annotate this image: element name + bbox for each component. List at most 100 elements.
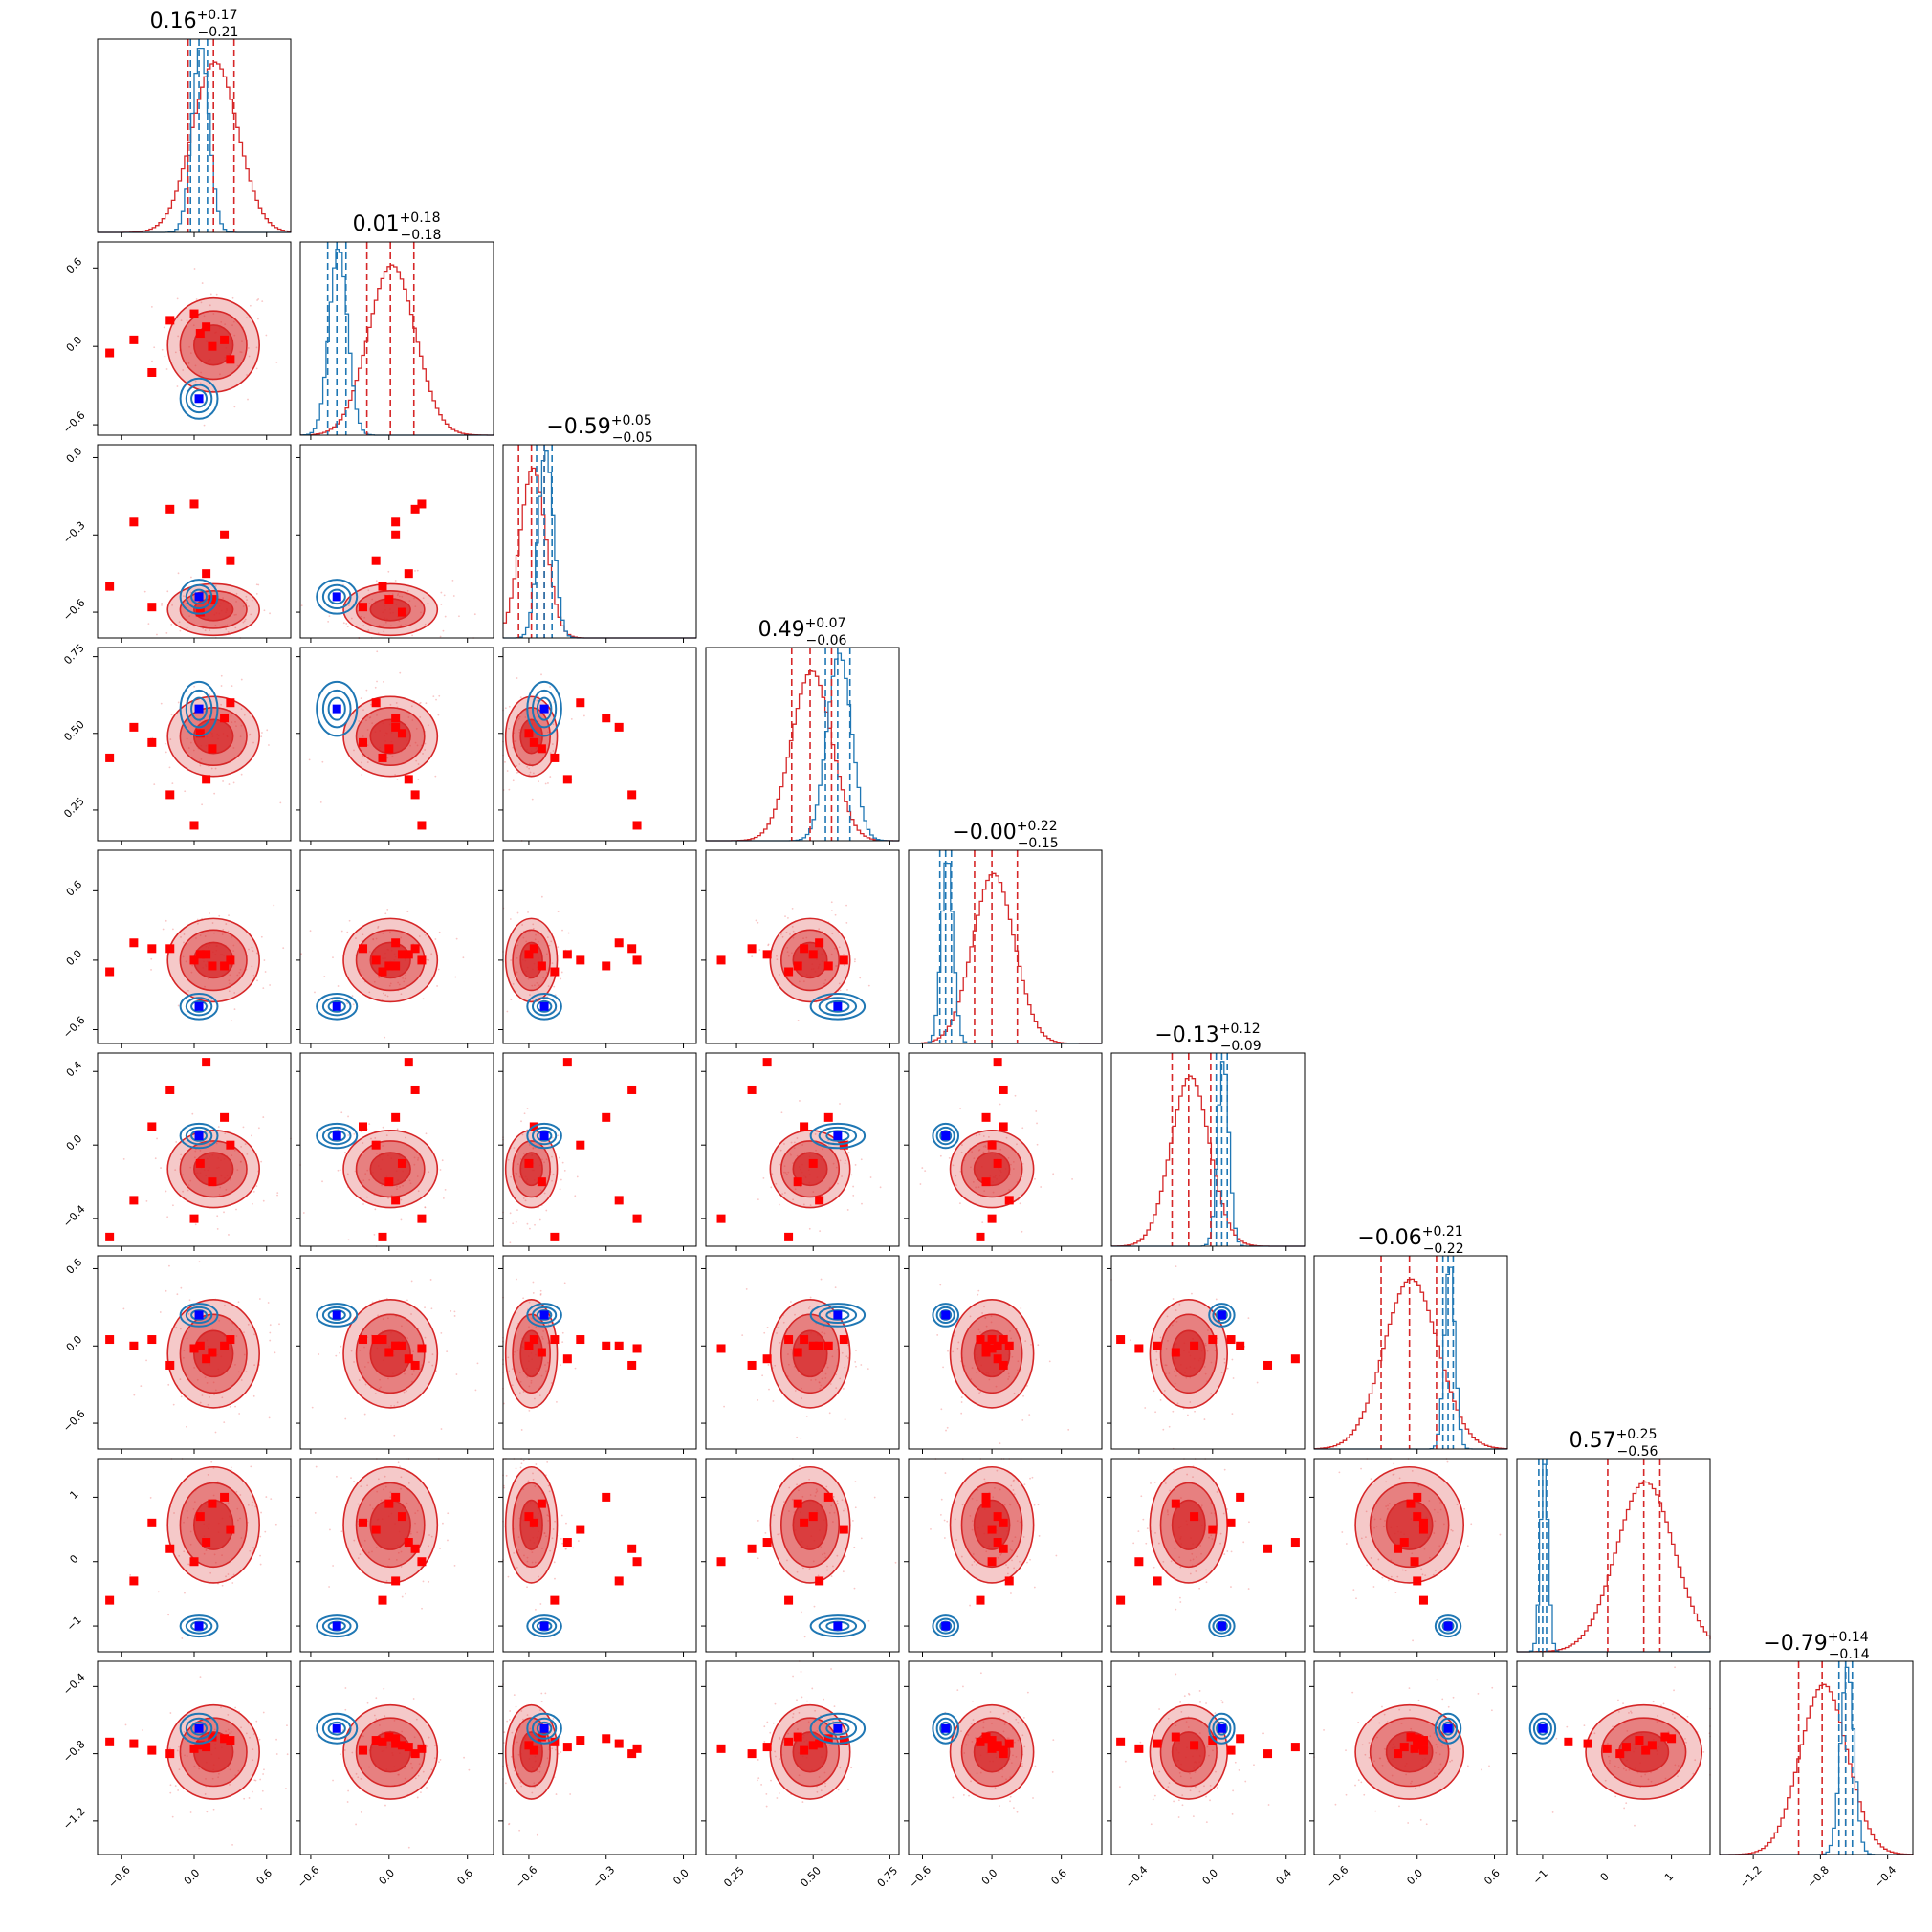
red-sample-point [854, 958, 856, 960]
red-sample-point [347, 1789, 350, 1792]
red-sample-point [468, 1768, 471, 1771]
red-sample-point [174, 351, 177, 354]
red-sample-point [190, 576, 192, 579]
red-marker [359, 603, 368, 612]
red-sample-point [395, 702, 398, 704]
red-sample-point [837, 1789, 840, 1791]
title-minus: −0.09 [1220, 1039, 1262, 1054]
red-sample-point [150, 969, 152, 971]
red-sample-point [257, 1127, 260, 1130]
red-sample-point [161, 604, 163, 606]
red-sample-point [177, 572, 180, 575]
red-sample-point [508, 1823, 510, 1826]
red-sample-point [245, 595, 248, 598]
red-sample-point [981, 1221, 984, 1224]
red-marker [147, 1122, 157, 1131]
red-sample-point [260, 1511, 262, 1514]
red-marker [220, 714, 230, 723]
red-marker [226, 1525, 235, 1534]
red-marker [808, 1512, 818, 1522]
red-sample-point [201, 803, 204, 806]
red-marker [397, 1158, 406, 1168]
red-sample-point [762, 1176, 765, 1179]
red-sample-point [233, 406, 236, 408]
red-sample-point [844, 1555, 846, 1558]
title-minus: −0.22 [1423, 1241, 1464, 1257]
red-marker [800, 944, 809, 954]
red-sample-point [547, 782, 549, 784]
red-marker [987, 1214, 997, 1223]
red-sample-point [360, 615, 362, 618]
red-sample-point [386, 757, 389, 759]
red-marker [404, 1743, 413, 1752]
red-marker [220, 1341, 230, 1350]
red-sample-point [940, 1498, 943, 1501]
red-sample-point [384, 621, 387, 624]
red-sample-point [560, 1537, 562, 1540]
red-marker [105, 348, 115, 358]
red-sample-point [353, 1480, 355, 1482]
red-sample-point [526, 1586, 528, 1589]
y-tick-label: 0.6 [64, 255, 85, 276]
red-sample-point [384, 994, 387, 997]
red-marker [202, 1538, 211, 1548]
red-sample-point [560, 1178, 562, 1181]
red-sample-point [1198, 1690, 1201, 1692]
red-sample-point [199, 1676, 202, 1679]
red-sample-point [234, 720, 236, 723]
red-sample-point [1021, 1230, 1023, 1233]
blue-contour-level-2 [185, 689, 213, 729]
red-marker [359, 737, 368, 747]
blue-reference-marker [1217, 1621, 1226, 1631]
red-sample-point [347, 1239, 350, 1241]
red-sample-point [441, 1159, 444, 1162]
red-sample-point [1583, 1724, 1586, 1727]
red-sample-point [409, 744, 411, 747]
red-sample-point [194, 364, 197, 367]
red-sample-point [1491, 1686, 1494, 1689]
red-sample-point [512, 779, 515, 782]
red-sample-point [801, 1801, 804, 1803]
red-sample-point [278, 1323, 280, 1326]
red-marker [793, 961, 802, 971]
red-marker [1153, 1341, 1162, 1350]
red-sample-point [509, 1710, 512, 1712]
red-sample-point [159, 1311, 162, 1313]
red-sample-point [362, 625, 365, 626]
red-sample-point [404, 977, 406, 980]
red-sample-point [269, 1339, 272, 1342]
red-sample-point [362, 933, 364, 936]
red-sample-point [260, 935, 263, 938]
red-marker [576, 1525, 585, 1534]
red-histogram [1314, 1278, 1508, 1450]
red-marker [987, 1525, 997, 1534]
red-sample-point [1387, 1579, 1390, 1582]
red-sample-point [1029, 1477, 1031, 1480]
red-sample-point [251, 965, 253, 968]
red-sample-point [419, 716, 422, 718]
red-sample-point [240, 773, 243, 776]
red-sample-point [1499, 1533, 1502, 1536]
red-sample-point [1366, 1564, 1368, 1567]
red-sample-point [424, 623, 427, 626]
panel-frame [299, 647, 494, 842]
red-contour-level-3 [792, 941, 828, 979]
red-sample-point [842, 1388, 845, 1390]
x-tick-label: −0.4 [1872, 1863, 1899, 1890]
red-sample-point [332, 1565, 335, 1567]
red-sample-point [366, 761, 369, 763]
red-sample-point [124, 1723, 127, 1726]
red-sample-point [346, 1002, 348, 1005]
histogram-panel-1: 0.01+0.18 −0.18 [299, 210, 494, 440]
red-sample-point [212, 1808, 215, 1811]
red-sample-point [200, 301, 203, 304]
red-sample-point [411, 634, 414, 637]
red-sample-point [260, 1807, 263, 1810]
red-marker [747, 944, 757, 954]
red-marker [537, 744, 546, 754]
red-marker [999, 1745, 1008, 1755]
red-sample-point [259, 1535, 262, 1538]
red-sample-point [830, 901, 833, 904]
red-marker [147, 1335, 157, 1345]
red-sample-point [800, 1671, 802, 1673]
